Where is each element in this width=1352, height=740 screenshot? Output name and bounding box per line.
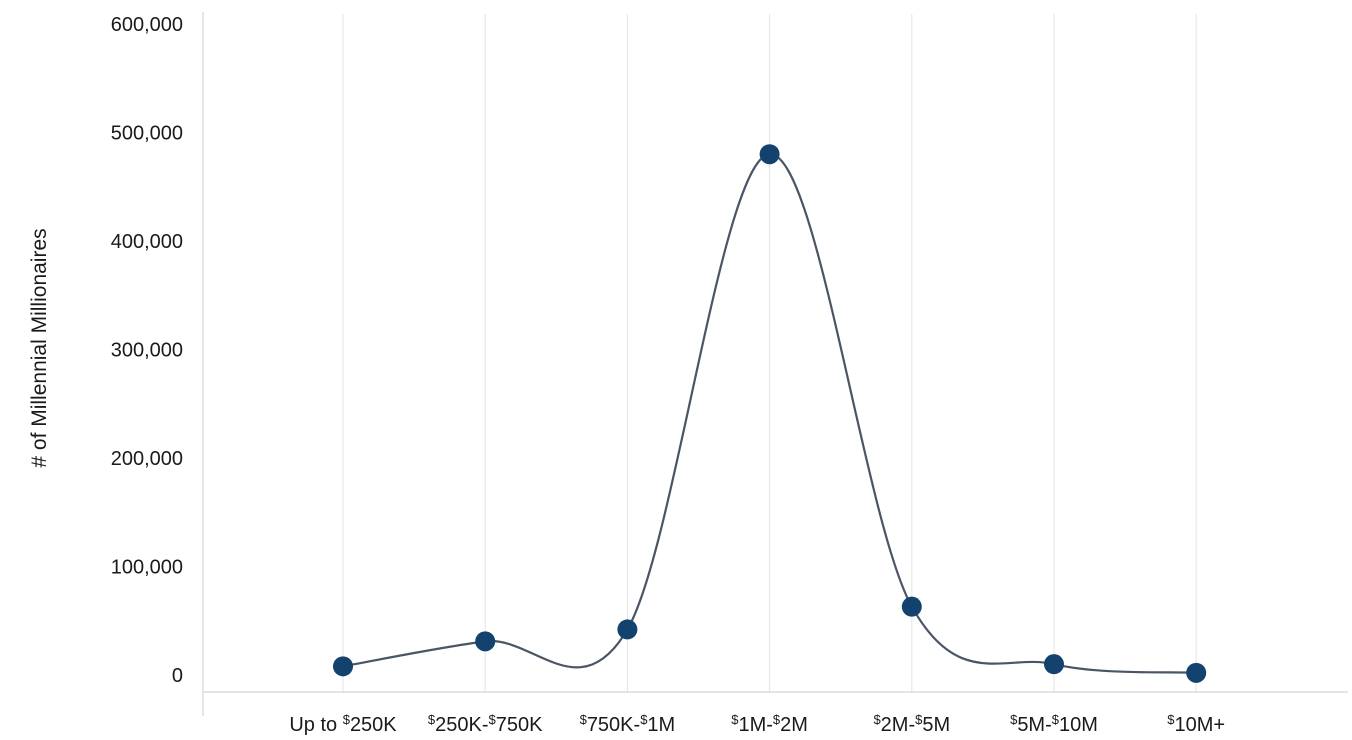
data-point: [333, 656, 353, 677]
y-tick-label: 0: [172, 665, 183, 687]
y-tick-label: 500,000: [111, 123, 183, 145]
y-axis-label: # of Millennial Millionaires: [28, 228, 51, 467]
data-point: [617, 619, 638, 640]
data-point: [901, 596, 922, 617]
data-point: [1186, 662, 1207, 683]
y-tick-label: 400,000: [111, 231, 183, 253]
axes: [202, 12, 1348, 716]
y-tick-label: 200,000: [111, 448, 183, 470]
data-points: [333, 144, 1207, 683]
x-tick-label: $10M+: [1167, 712, 1225, 736]
grid-lines: [342, 14, 1197, 692]
x-tick-label: $2M-$5M: [873, 712, 950, 736]
data-point: [475, 631, 496, 652]
y-tick-labels: 0 100,000 200,000 300,000 400,000 500,000 600,…: [111, 14, 183, 687]
x-tick-label: Up to $250K: [289, 712, 397, 736]
y-tick-label: 100,000: [111, 557, 183, 579]
data-point: [759, 144, 780, 165]
x-tick-label: $1M-$2M: [731, 712, 808, 736]
data-point: [1044, 654, 1064, 675]
y-tick-label: 300,000: [111, 340, 183, 362]
x-tick-label: $5M-$10M: [1010, 712, 1098, 736]
x-tick-label: $750K-$1M: [580, 712, 676, 736]
x-tick-labels: Up to $250K $250K-$750K $750K-$1M $1M-$2M $2…: [289, 712, 1225, 736]
x-tick-label: $250K-$750K: [428, 712, 543, 736]
y-tick-label: 600,000: [111, 14, 183, 36]
